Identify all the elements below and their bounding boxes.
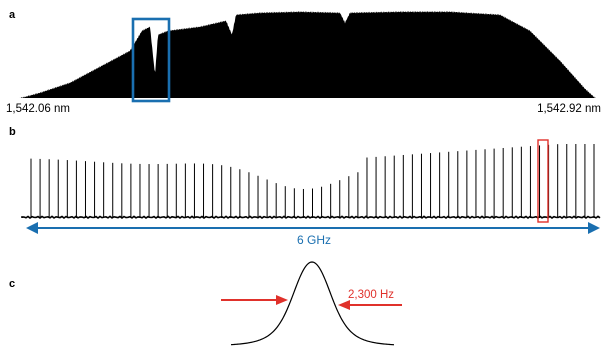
panel-c-label: c xyxy=(9,278,15,290)
wavelength-right-label: 1,542.92 nm xyxy=(537,103,601,115)
comb-lines xyxy=(30,144,595,218)
panel-b-label: b xyxy=(9,126,16,138)
panel-a-label: a xyxy=(9,9,16,21)
noise-floor xyxy=(21,215,601,219)
linewidth-arrow-right-head xyxy=(338,300,350,310)
span-arrow-left-head xyxy=(26,222,38,234)
red-highlight-box xyxy=(537,139,549,223)
wavelength-left-label: 1,542.06 nm xyxy=(6,103,70,115)
blue-highlight-box xyxy=(131,17,171,103)
optical-spectrum xyxy=(18,11,596,98)
span-label: 6 GHz xyxy=(297,233,331,247)
single-mode-lineshape xyxy=(230,261,395,346)
span-arrow-right-head xyxy=(588,222,600,234)
linewidth-label: 2,300 Hz xyxy=(348,289,394,301)
linewidth-arrow-left-head xyxy=(276,295,288,305)
